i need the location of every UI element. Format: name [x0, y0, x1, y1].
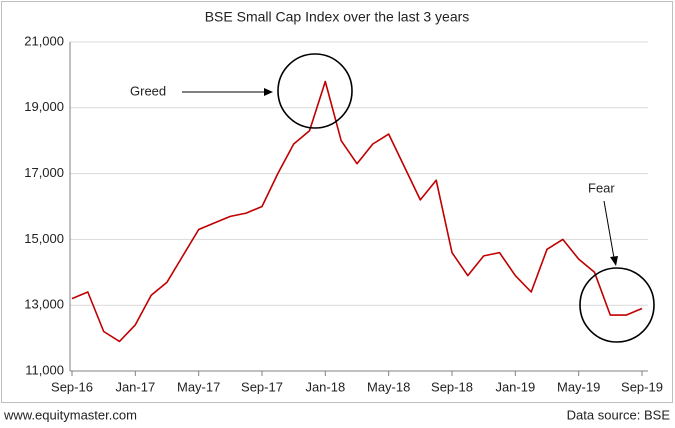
arrow-head [610, 256, 618, 266]
y-tick-label: 15,000 [24, 231, 64, 246]
x-tick-label: Sep-19 [621, 379, 663, 394]
chart-frame [1, 1, 673, 403]
greed-annotation: Greed [130, 53, 353, 129]
circle [579, 267, 655, 343]
series-line [71, 80, 643, 343]
y-tick-label: 17,000 [24, 165, 64, 180]
x-tick-label: Sep-17 [241, 379, 283, 394]
x-tick-label: Jan-17 [115, 379, 155, 394]
x-tick-label: Sep-16 [51, 379, 93, 394]
chart-title: BSE Small Cap Index over the last 3 year… [205, 9, 470, 25]
arrow [603, 200, 615, 259]
x-tick-label: Sep-18 [431, 379, 473, 394]
y-tick-label: 19,000 [24, 99, 64, 114]
plot: 11,000 13,000 15,000 17,000 19,000 21,000 Sep-… [24, 33, 663, 394]
fear-annotation: Fear [579, 180, 655, 343]
annotation-label: Fear [588, 180, 615, 195]
x-tick-label: Jan-19 [495, 379, 535, 394]
arrow-head [264, 88, 273, 96]
circle [277, 53, 353, 129]
footer-data-source: Data source: BSE [567, 407, 671, 422]
y-tick-label: 13,000 [24, 297, 64, 312]
footer-source-site: www.equitymaster.com [3, 407, 137, 422]
annotation-label: Greed [130, 83, 166, 98]
x-tick-label: Jan-18 [305, 379, 345, 394]
y-tick-label: 11,000 [25, 362, 64, 377]
x-tick-label: May-18 [367, 379, 410, 394]
y-tick-label: 21,000 [24, 33, 64, 48]
x-tick-label: May-17 [177, 379, 220, 394]
x-tick-label: May-19 [557, 379, 600, 394]
